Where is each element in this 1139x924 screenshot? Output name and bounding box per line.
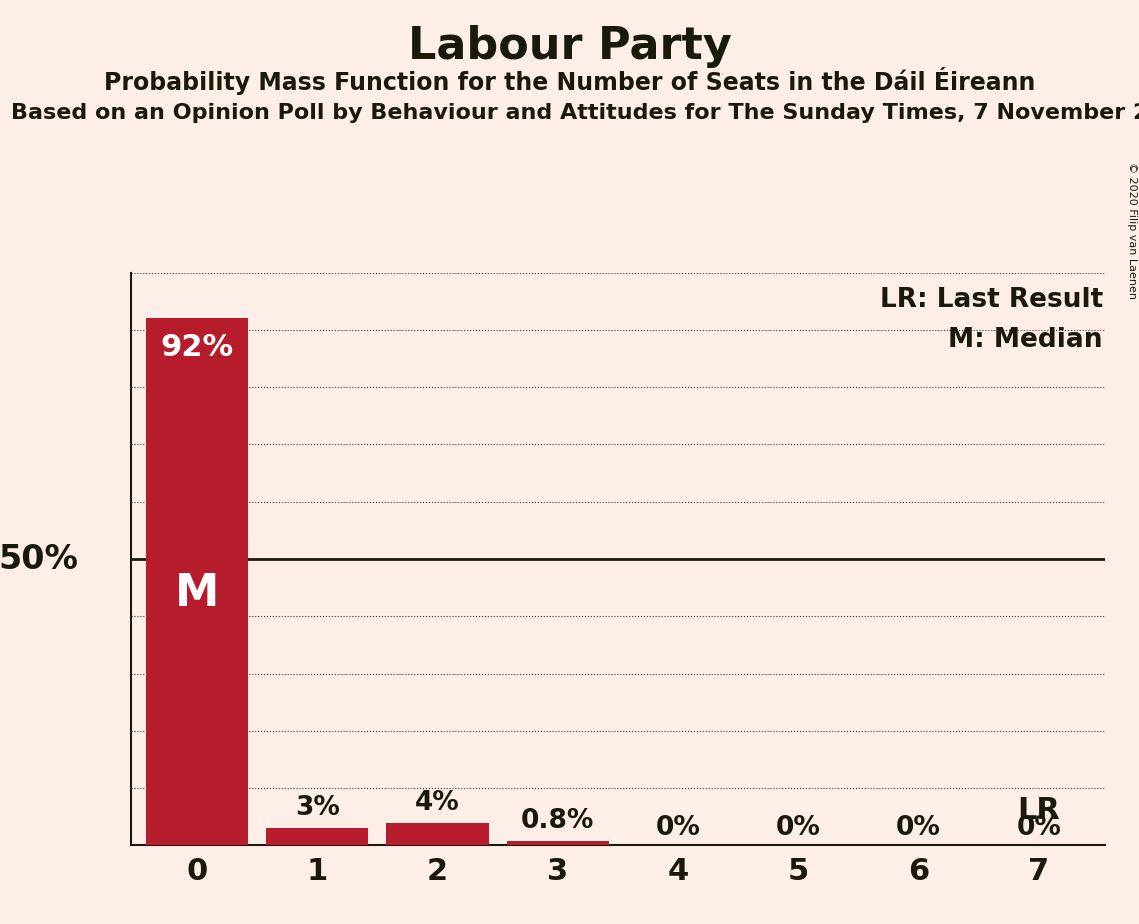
Text: 0%: 0%	[656, 815, 700, 841]
Text: © 2020 Filip van Laenen: © 2020 Filip van Laenen	[1126, 163, 1137, 299]
Bar	[146, 319, 248, 845]
Text: 0%: 0%	[776, 815, 821, 841]
Text: LR: Last Result: LR: Last Result	[879, 286, 1103, 313]
Bar	[507, 841, 609, 845]
Text: 3%: 3%	[295, 796, 339, 821]
Text: Labour Party: Labour Party	[408, 25, 731, 68]
Text: 0.8%: 0.8%	[522, 808, 595, 834]
Text: 0%: 0%	[896, 815, 941, 841]
Text: Based on an Opinion Poll by Behaviour and Attitudes for The Sunday Times, 7 Nove: Based on an Opinion Poll by Behaviour an…	[11, 103, 1139, 124]
Text: M: M	[175, 572, 220, 614]
Text: 50%: 50%	[0, 542, 79, 576]
Bar	[267, 828, 368, 845]
Bar	[386, 822, 489, 845]
Text: M: Median: M: Median	[949, 327, 1103, 353]
Text: Probability Mass Function for the Number of Seats in the Dáil Éireann: Probability Mass Function for the Number…	[104, 67, 1035, 94]
Text: 92%: 92%	[161, 333, 233, 361]
Text: 4%: 4%	[416, 790, 460, 816]
Text: LR: LR	[1017, 796, 1060, 825]
Text: 0%: 0%	[1016, 815, 1062, 841]
